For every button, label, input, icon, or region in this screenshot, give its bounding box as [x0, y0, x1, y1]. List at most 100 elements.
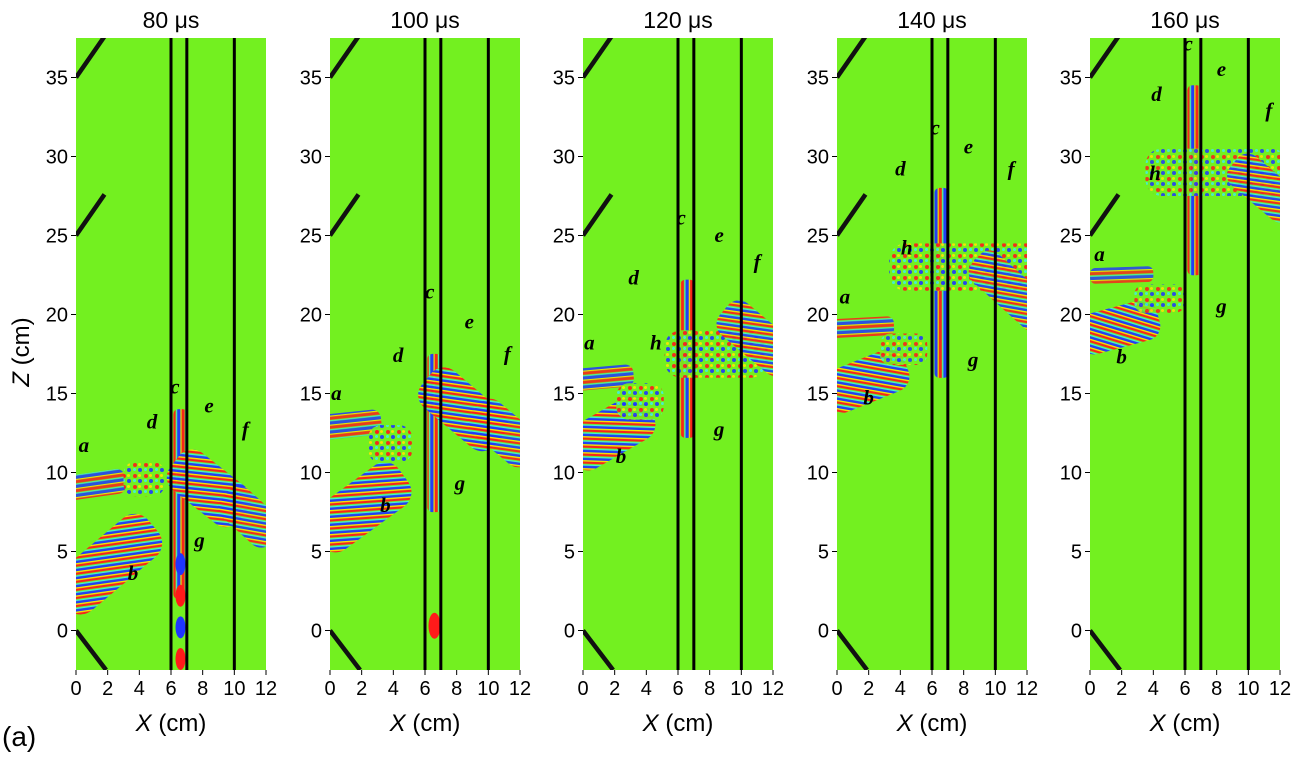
- wave-label-g: g: [713, 417, 725, 441]
- transducer-mark: [76, 38, 107, 79]
- y-tick-label: 35: [300, 68, 322, 90]
- wave-label-e: e: [715, 223, 724, 247]
- x-tick-label: 2: [102, 678, 113, 700]
- wave-label-f: f: [242, 417, 251, 441]
- y-tick-label: 10: [300, 463, 322, 485]
- x-tick-label: 0: [70, 678, 81, 700]
- wave-label-c: c: [170, 375, 180, 399]
- wave-packet: [1227, 153, 1280, 223]
- y-tick-label: 25: [807, 226, 829, 248]
- wave-packet: [76, 513, 163, 615]
- wave-label-e: e: [964, 134, 973, 158]
- x-tick-label: 10: [223, 678, 245, 700]
- wave-packet: [879, 333, 928, 366]
- wave-packet: [616, 383, 664, 420]
- plot-area: [330, 38, 520, 670]
- x-tick-label: 4: [134, 678, 145, 700]
- panel-title: 160 μs: [1150, 7, 1220, 33]
- y-tick-label: 30: [46, 147, 68, 169]
- x-axis-variable: X: [642, 710, 660, 737]
- transducer-mark: [330, 38, 361, 79]
- wave-label-b: b: [616, 444, 627, 468]
- x-tick-label: 10: [730, 678, 752, 700]
- transducer-mark: [1090, 193, 1121, 237]
- wave-label-d: d: [1151, 82, 1162, 106]
- y-tick-label: 15: [1060, 384, 1082, 406]
- wave-packet: [1090, 299, 1161, 355]
- x-tick-label: 4: [641, 678, 652, 700]
- y-tick-label: 0: [564, 621, 575, 643]
- y-tick-label: 5: [818, 542, 829, 564]
- wave-label-e: e: [1217, 57, 1226, 81]
- wave-packet: [1134, 284, 1185, 313]
- y-tick-label: 30: [300, 147, 322, 169]
- y-tick-label: 30: [553, 147, 575, 169]
- x-tick-label: 8: [197, 678, 208, 700]
- y-tick-label: 10: [553, 463, 575, 485]
- wave-packet: [583, 364, 634, 391]
- panel-title: 120 μs: [643, 7, 713, 33]
- x-axis-unit: (cm): [913, 710, 968, 737]
- y-tick-label: 20: [807, 305, 829, 327]
- y-tick-label: 25: [300, 226, 322, 248]
- wave-label-a: a: [331, 381, 342, 405]
- wave-label-d: d: [628, 265, 639, 289]
- x-tick-label: 0: [577, 678, 588, 700]
- y-tick-label: 35: [1060, 68, 1082, 90]
- y-tick-label: 25: [553, 226, 575, 248]
- wave-label-g: g: [454, 471, 466, 495]
- y-tick-label: 15: [46, 384, 68, 406]
- y-tick-label: 0: [1071, 621, 1082, 643]
- transducer-mark: [837, 38, 868, 79]
- y-axis-label: Z (cm): [8, 317, 35, 387]
- y-tick-label: 20: [553, 305, 575, 327]
- x-axis-label: X (cm): [642, 710, 714, 737]
- x-axis-label: X (cm): [1149, 710, 1221, 737]
- y-tick-label: 15: [553, 384, 575, 406]
- x-tick-label: 12: [509, 678, 531, 700]
- source-blob: [175, 553, 186, 576]
- transducer-mark: [76, 629, 108, 670]
- panel-title: 100 μs: [390, 7, 460, 33]
- figure-label: (a): [2, 721, 36, 752]
- x-tick-label: 4: [388, 678, 399, 700]
- x-tick-label: 4: [1148, 678, 1159, 700]
- wave-label-g: g: [1215, 294, 1227, 318]
- wave-packet: [837, 316, 895, 338]
- x-tick-label: 8: [958, 678, 969, 700]
- transducer-mark: [330, 193, 361, 237]
- wave-label-c: c: [1184, 32, 1194, 56]
- x-tick-label: 8: [704, 678, 715, 700]
- wave-label-g: g: [193, 528, 205, 552]
- x-tick-label: 12: [1016, 678, 1038, 700]
- y-tick-label: 5: [311, 542, 322, 564]
- y-tick-label: 15: [300, 384, 322, 406]
- x-tick-label: 6: [672, 678, 683, 700]
- source-blob: [175, 584, 186, 607]
- transducer-mark: [583, 629, 615, 670]
- wave-packet: [76, 468, 127, 502]
- transducer-mark: [1090, 38, 1121, 79]
- transducer-mark: [837, 193, 868, 237]
- x-axis-variable: X: [896, 710, 914, 737]
- wave-label-c: c: [931, 115, 941, 139]
- wave-label-a: a: [1094, 242, 1105, 266]
- plot-area: [76, 38, 266, 670]
- wave-label-c: c: [425, 280, 435, 304]
- x-tick-label: 6: [419, 678, 430, 700]
- y-tick-label: 35: [807, 68, 829, 90]
- plot-area: [583, 38, 773, 670]
- y-tick-label: 20: [1060, 305, 1082, 327]
- wave-label-d: d: [147, 409, 158, 433]
- wave-label-c: c: [677, 205, 687, 229]
- y-tick-label: 5: [1071, 542, 1082, 564]
- wave-label-f: f: [1008, 156, 1017, 180]
- x-tick-label: 8: [1211, 678, 1222, 700]
- x-axis-variable: X: [389, 710, 407, 737]
- x-tick-label: 6: [926, 678, 937, 700]
- x-axis-unit: (cm): [406, 710, 461, 737]
